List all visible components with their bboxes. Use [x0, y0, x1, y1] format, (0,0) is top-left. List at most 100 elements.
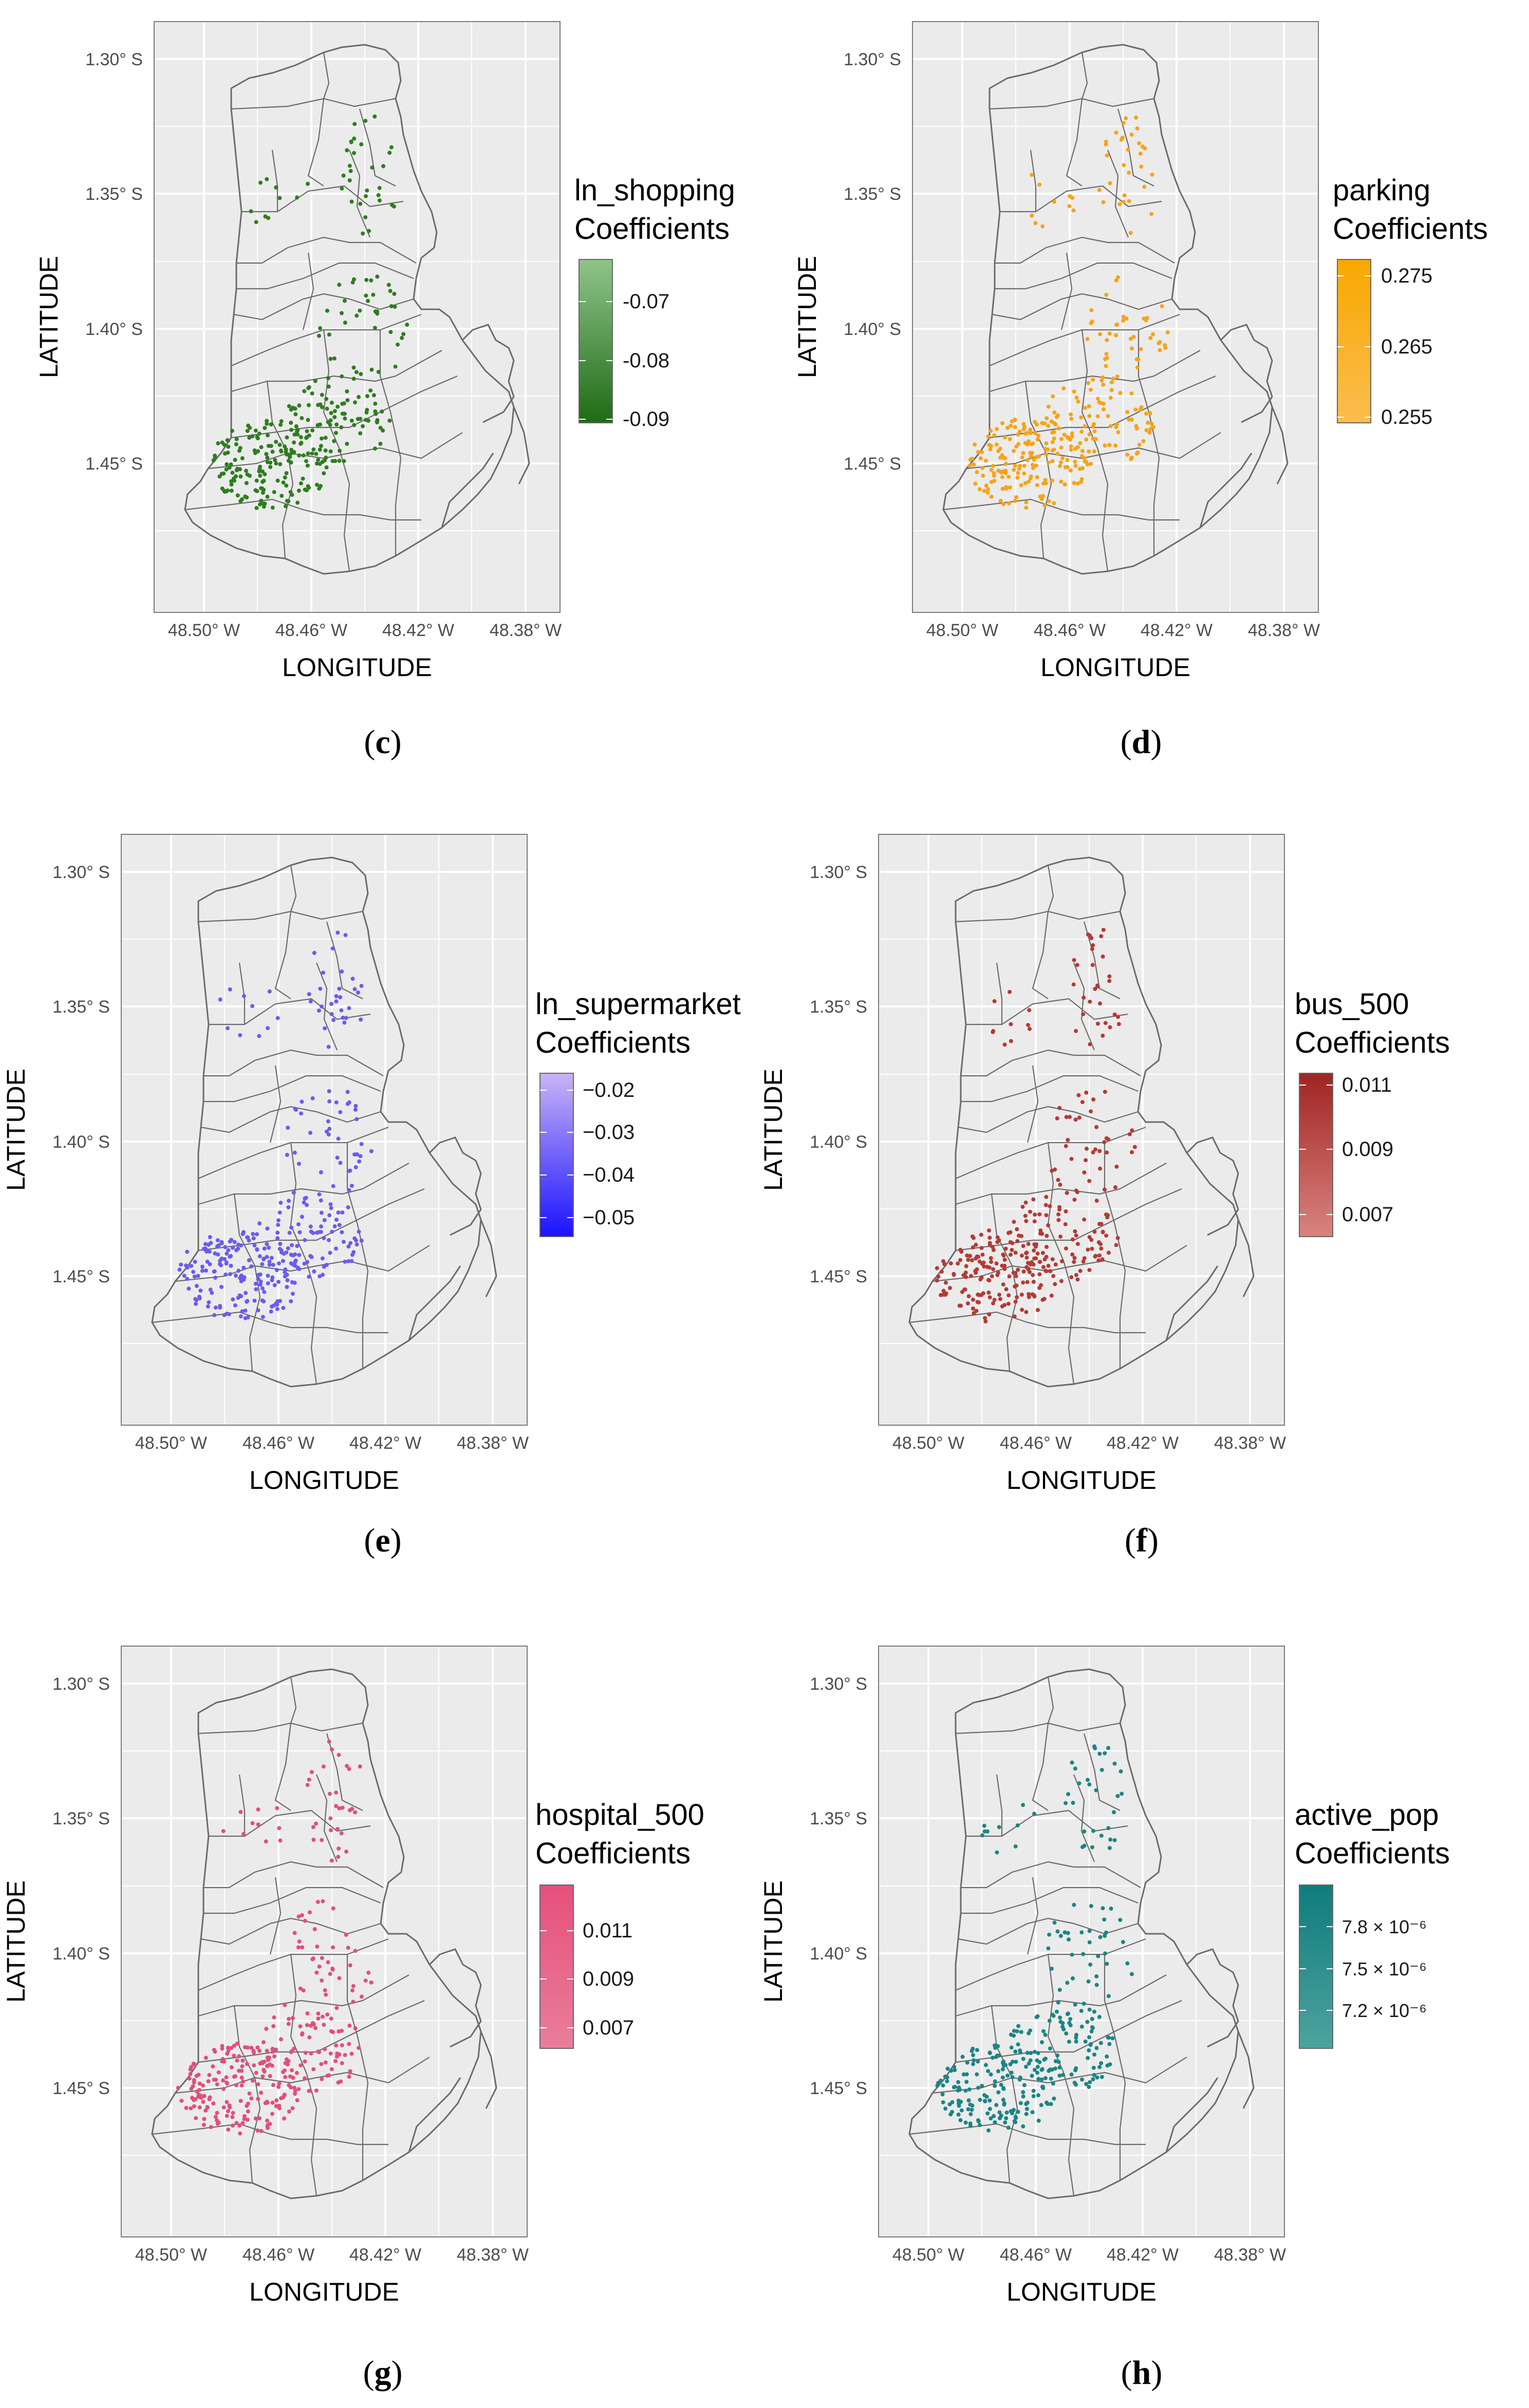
coefficient-point — [405, 323, 409, 327]
coefficient-point — [353, 1104, 358, 1108]
coefficient-point — [365, 188, 369, 193]
coefficient-point — [1001, 2086, 1005, 2090]
coefficient-point — [1104, 351, 1109, 356]
coefficient-point — [229, 1238, 234, 1242]
coefficient-point — [1006, 475, 1011, 479]
coefficient-point — [1070, 1952, 1074, 1957]
coefficient-point — [941, 2083, 945, 2088]
coefficient-point — [347, 1100, 351, 1105]
coefficient-point — [265, 2118, 270, 2123]
coefficient-point — [331, 1018, 335, 1022]
coefficient-point — [1059, 1279, 1064, 1283]
coefficient-point — [233, 1303, 237, 1308]
coefficient-point — [296, 1945, 301, 1950]
coefficient-point — [943, 2074, 947, 2079]
coefficient-point — [229, 1263, 233, 1268]
coefficient-point — [369, 367, 374, 372]
coefficient-point — [1031, 1262, 1036, 1267]
coefficient-point — [240, 1232, 245, 1236]
coefficient-point — [241, 2079, 245, 2084]
coefficient-point — [1103, 1187, 1107, 1192]
coefficient-point — [947, 2102, 952, 2106]
coefficient-point — [1073, 2002, 1077, 2007]
coefficient-point — [265, 460, 270, 464]
coefficient-point — [321, 1764, 326, 1769]
coefficient-point — [1039, 2067, 1044, 2072]
coefficient-point — [1044, 441, 1049, 445]
coefficient-point — [281, 1259, 285, 1263]
coefficient-point — [1022, 471, 1027, 476]
coefficient-point — [266, 433, 270, 438]
coefficient-point — [1055, 1929, 1060, 1934]
coefficient-point — [1092, 1744, 1096, 1749]
coefficient-point — [209, 1241, 213, 1245]
coefficient-point — [1004, 1287, 1009, 1292]
coefficient-point — [1082, 1170, 1087, 1175]
coefficient-point — [941, 2100, 945, 2104]
coefficient-point — [963, 2088, 968, 2093]
coefficient-point — [1097, 1751, 1102, 1756]
coefficient-point — [1094, 2046, 1099, 2050]
coefficient-point — [1010, 1241, 1015, 1245]
x-tick-label: 48.46° W — [1000, 1433, 1072, 1453]
coefficient-point — [1120, 1791, 1124, 1796]
coefficient-point — [1089, 936, 1094, 940]
coefficient-point — [201, 2122, 206, 2127]
coefficient-point — [400, 335, 404, 340]
coefficient-point — [1031, 1197, 1036, 1202]
coefficient-point — [196, 2073, 201, 2077]
coefficient-point — [1072, 2081, 1077, 2085]
coefficient-point — [1130, 1150, 1134, 1154]
coefficient-point — [341, 1015, 345, 1020]
coefficient-point — [1134, 115, 1139, 120]
coefficient-point — [1040, 421, 1045, 425]
coefficient-point — [1115, 322, 1120, 327]
coefficient-point — [324, 1992, 328, 1997]
y-tick-label: 1.45° S — [810, 2079, 867, 2098]
coefficient-point — [987, 1228, 991, 1233]
coefficient-point — [974, 1309, 979, 1313]
coefficient-point — [1107, 979, 1112, 983]
coefficient-point — [1067, 204, 1072, 209]
coefficient-point — [1115, 422, 1119, 426]
coefficient-point — [1027, 479, 1031, 484]
coefficient-point — [297, 1253, 302, 1257]
coefficient-point — [275, 1230, 280, 1235]
legend: active_pop Coefficients 7.8 × 10⁻⁶ 7.5 ×… — [1295, 1798, 1450, 2049]
coefficient-point — [1028, 2058, 1033, 2063]
coefficient-point — [359, 372, 363, 377]
coefficient-point — [1024, 1310, 1029, 1314]
coefficient-point — [1082, 1217, 1087, 1222]
coefficient-point — [266, 2123, 270, 2127]
coefficient-point — [1014, 1274, 1018, 1278]
coefficient-point — [282, 1252, 286, 1256]
coefficient-point — [324, 397, 329, 401]
legend-label: 0.265 — [1381, 335, 1432, 358]
coefficient-point — [266, 1281, 270, 1285]
coefficient-point — [1105, 2063, 1110, 2068]
coefficient-point — [285, 1285, 289, 1289]
coefficient-point — [1053, 1167, 1057, 1172]
coefficient-point — [1160, 304, 1164, 309]
coefficient-point — [254, 506, 259, 510]
coefficient-point — [1086, 381, 1091, 385]
legend-title-line2: Coefficients — [535, 1026, 691, 1059]
coefficient-point — [320, 1838, 324, 1842]
coefficient-point — [266, 1274, 270, 1278]
coefficient-point — [958, 2118, 963, 2122]
coefficient-point — [965, 1253, 969, 1258]
coefficient-point — [1106, 2035, 1110, 2040]
coefficient-point — [1097, 1253, 1102, 1258]
coefficient-point — [303, 2076, 307, 2081]
y-tick-label: 1.40° S — [52, 1132, 110, 1152]
coefficient-point — [193, 2062, 197, 2067]
coefficient-point — [1043, 2057, 1048, 2061]
coefficient-point — [1113, 443, 1118, 448]
coefficient-point — [265, 2048, 269, 2053]
coefficient-point — [349, 1184, 354, 1188]
coefficient-point — [1075, 481, 1080, 486]
coefficient-point — [352, 423, 357, 427]
coefficient-point — [1079, 2024, 1084, 2029]
x-tick-label: 48.42° W — [1107, 1433, 1179, 1453]
coefficient-point — [316, 2011, 321, 2016]
